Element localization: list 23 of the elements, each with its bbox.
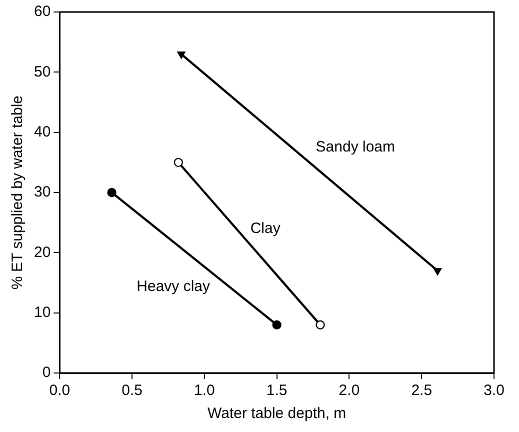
point xyxy=(107,188,116,198)
x-tick-label: 2.5 xyxy=(411,382,432,400)
y-tick-label: 60 xyxy=(34,3,51,20)
x-tick-label: 0.0 xyxy=(49,382,70,400)
y-tick-label: 10 xyxy=(34,304,51,321)
y-tick-label: 50 xyxy=(34,63,51,80)
y-tick-label: 0 xyxy=(42,364,51,382)
y-tick-label: 40 xyxy=(34,123,51,140)
point xyxy=(272,320,282,330)
point xyxy=(316,320,325,330)
x-tick-label: 2.0 xyxy=(338,382,360,400)
x-axis-title: Water table depth, m xyxy=(208,405,346,422)
series-label: Clay xyxy=(250,220,281,237)
y-axis-title: % ET supplied by water table xyxy=(9,96,26,290)
x-tick-label: 0.5 xyxy=(122,382,142,400)
point xyxy=(174,158,183,168)
series-label: Heavy clay xyxy=(136,278,210,295)
x-tick-label: 1.5 xyxy=(266,382,288,400)
x-tick-label: 1.0 xyxy=(194,382,215,400)
series-label: Sandy loam xyxy=(316,138,396,156)
x-tick-label: 3.0 xyxy=(484,382,504,400)
y-tick-label: 30 xyxy=(34,184,51,201)
y-tick-label: 20 xyxy=(34,244,51,261)
